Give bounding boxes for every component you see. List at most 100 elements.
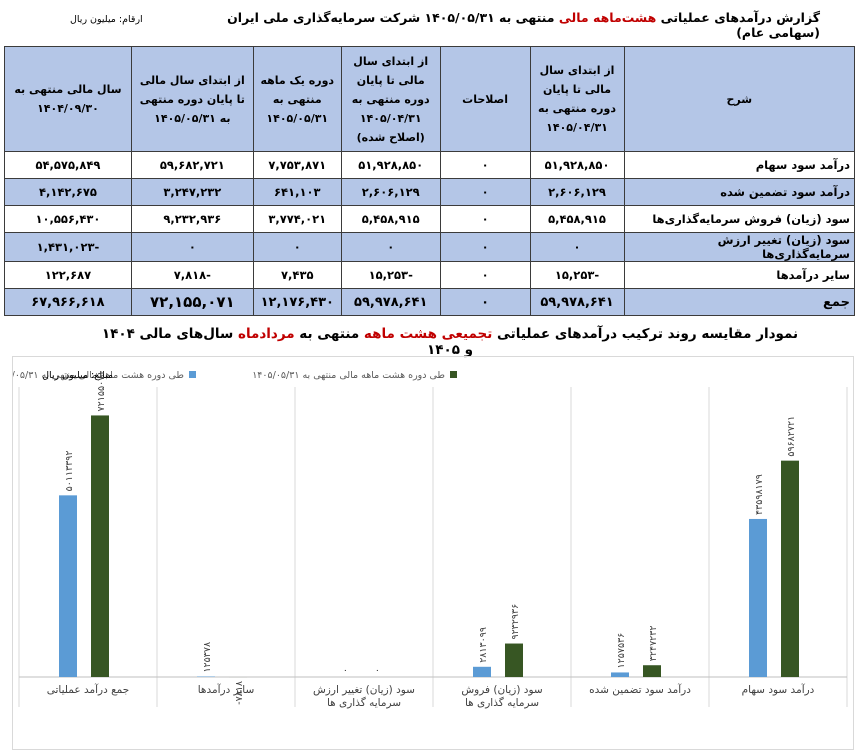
table-header-row: شرح از ابتدای سال مالی تا پایان دوره منت… <box>4 46 855 152</box>
cell: ۰ <box>439 288 531 316</box>
cell: ۱۲,۱۷۶,۴۳۰ <box>252 288 342 316</box>
data-label: -۷۸۱۸ <box>234 681 245 705</box>
legend-label-1405: طی دوره هشت ماهه مالی منتهی به ۱۴۰۵/۰۵/۳… <box>252 370 445 381</box>
row-label: جمع <box>623 288 855 316</box>
chart-area: طی دوره هشت ماهه مالی منتهی به ۱۴۰۵/۰۵/۳… <box>0 356 854 750</box>
cell: -۱۵,۲۵۳ <box>340 261 441 289</box>
cell: ۰ <box>439 232 531 262</box>
row-label: سود (زیان) فروش سرمایه‌گذاری‌ها <box>623 205 855 233</box>
data-label: ۹۲۳۲۹۳۶ <box>510 604 521 640</box>
table-row: درآمد سود سهام ۵۱,۹۲۸,۸۵۰ ۰ ۵۱,۹۲۸,۸۵۰ ۷… <box>4 151 855 179</box>
cell: ۳,۷۷۴,۰۲۱ <box>252 205 342 233</box>
legend-label-1404: طی دوره هشت ماهه مالی منتهی به ۱۴۰۴/۰۵/۳… <box>13 370 184 381</box>
cell: ۰ <box>340 232 441 262</box>
chart-title-text-2: منتهی به <box>294 326 364 342</box>
row-label: درآمد سود سهام <box>623 151 855 179</box>
category-label: سود (زیان) فروش <box>461 684 542 696</box>
header-year-1404-09: سال مالی منتهی به ۱۴۰۴/۰۹/۳۰ <box>4 46 132 152</box>
cell: ۲,۶۰۶,۱۲۹ <box>340 178 441 206</box>
report-title-text: گزارش درآمدهای عملیاتی <box>656 10 820 25</box>
header-ytd-1405-05: از ابتدای سال مالی تا پایان دوره منتهی ب… <box>130 46 254 152</box>
cell: ۵۱,۹۲۸,۸۵۰ <box>340 151 441 179</box>
table-total-row: جمع ۵۹,۹۷۸,۶۴۱ ۰ ۵۹,۹۷۸,۶۴۱ ۱۲,۱۷۶,۴۳۰ ۷… <box>4 288 855 316</box>
data-label: ۷۲۱۵۵۰۷۱ <box>96 371 107 412</box>
income-table: شرح از ابتدای سال مالی تا پایان دوره منت… <box>4 46 855 316</box>
chart-unit-label: مبالغ: میلیون ریال <box>42 370 113 381</box>
data-label: ۵۰۱۱۳۳۹۲ <box>64 451 75 492</box>
category-label: سایر درآمدها <box>198 683 255 696</box>
category-label: درآمد سود سهام <box>742 683 815 696</box>
header-adjustments: اصلاحات <box>439 46 531 152</box>
report-title-text-2: منتهی به ۱۴۰۵/۰۵/۳۱ شرکت سرمایه‌گذاری مل… <box>227 10 820 40</box>
cell: ۷,۴۳۵ <box>252 261 342 289</box>
row-label: سود (زیان) تغییر ارزش سرمایه‌گذاری‌ها <box>623 232 855 262</box>
cell: -۱۵,۲۵۳ <box>529 261 625 289</box>
chart-title: نمودار مقایسه روند ترکیب درآمدهای عملیات… <box>100 326 800 358</box>
chart-title-highlight-2: مردادماه <box>237 326 295 342</box>
cell: ۰ <box>439 205 531 233</box>
data-label: ۲۸۱۳۰۹۹ <box>478 627 489 663</box>
data-label: ۰ <box>340 668 351 673</box>
category-label: سود (زیان) تغییر ارزش <box>313 684 415 696</box>
bar <box>505 643 523 677</box>
cell: ۱۲۲,۶۸۷ <box>4 261 132 289</box>
cell: ۵۹,۶۸۲,۷۲۱ <box>130 151 254 179</box>
cell: ۳,۲۴۷,۲۳۲ <box>130 178 254 206</box>
cell: ۱۰,۵۵۶,۴۳۰ <box>4 205 132 233</box>
bar-chart: طی دوره هشت ماهه مالی منتهی به ۱۴۰۵/۰۵/۳… <box>0 370 848 709</box>
cell: ۷۲,۱۵۵,۰۷۱ <box>130 288 254 316</box>
cell: ۰ <box>439 151 531 179</box>
header-ytd-1405-04-adjusted: از ابتدای سال مالی تا پایان دوره منتهی ب… <box>340 46 441 152</box>
row-label: سایر درآمدها <box>623 261 855 289</box>
cell: ۷,۷۵۳,۸۷۱ <box>252 151 342 179</box>
row-label: درآمد سود تضمین شده <box>623 178 855 206</box>
cell: ۴,۱۴۲,۶۷۵ <box>4 178 132 206</box>
cell: ۰ <box>252 232 342 262</box>
cell: ۵,۴۵۸,۹۱۵ <box>529 205 625 233</box>
data-label: ۴۳۵۹۸۱۷۹ <box>754 474 765 515</box>
legend-swatch-1405 <box>450 371 457 378</box>
category-label: سرمایه گذاری ها <box>465 696 539 709</box>
report-title: گزارش درآمدهای عملیاتی هشت‌ماهه مالی منت… <box>180 10 820 40</box>
report-title-highlight: هشت‌ماهه مالی <box>558 10 657 25</box>
data-label: ۰ <box>372 668 383 673</box>
cell: ۵,۴۵۸,۹۱۵ <box>340 205 441 233</box>
cell: -۱,۴۳۱,۰۲۳ <box>4 232 132 262</box>
cell: ۵۱,۹۲۸,۸۵۰ <box>529 151 625 179</box>
category-label: جمع درآمد عملیاتی <box>47 683 129 696</box>
table-row: سایر درآمدها -۱۵,۲۵۳ ۰ -۱۵,۲۵۳ ۷,۴۳۵ -۷,… <box>4 261 855 289</box>
data-label: ۵۹۶۸۲۷۲۱ <box>786 416 797 457</box>
bar <box>611 672 629 677</box>
cell: ۰ <box>439 178 531 206</box>
table-row: سود (زیان) تغییر ارزش سرمایه‌گذاری‌ها ۰ … <box>4 232 855 262</box>
bar <box>59 495 77 677</box>
cell: ۶۷,۹۶۶,۶۱۸ <box>4 288 132 316</box>
data-label: ۱۲۵۳۷۸ <box>202 642 213 673</box>
table-row: سود (زیان) فروش سرمایه‌گذاری‌ها ۵,۴۵۸,۹۱… <box>4 205 855 233</box>
cell: ۵۴,۵۷۵,۸۴۹ <box>4 151 132 179</box>
legend-swatch-1404 <box>189 371 196 378</box>
cell: ۵۹,۹۷۸,۶۴۱ <box>529 288 625 316</box>
data-label: ۱۲۵۷۵۳۶ <box>616 633 627 669</box>
header-ytd-1405-04: از ابتدای سال مالی تا پایان دوره منتهی ب… <box>529 46 625 152</box>
cell: -۷,۸۱۸ <box>130 261 254 289</box>
chart-title-highlight: تجمیعی هشت ماهه <box>363 326 493 342</box>
bar <box>643 665 661 677</box>
cell: ۶۴۱,۱۰۳ <box>252 178 342 206</box>
header-month-1405-05: دوره یک ماهه منتهی به ۱۴۰۵/۰۵/۳۱ <box>252 46 342 152</box>
chart-title-text-3: سال‌های مالی ۱۴۰۴ و ۱۴۰۵ <box>101 326 474 358</box>
cell: ۰ <box>130 232 254 262</box>
table-row: درآمد سود تضمین شده ۲,۶۰۶,۱۲۹ ۰ ۲,۶۰۶,۱۲… <box>4 178 855 206</box>
cell: ۰ <box>529 232 625 262</box>
unit-label: ارقام: میلیون ریال <box>70 14 143 25</box>
chart-legend: طی دوره هشت ماهه مالی منتهی به ۱۴۰۵/۰۵/۳… <box>0 370 457 381</box>
data-label: ۳۲۴۷۲۳۲ <box>648 626 659 662</box>
bar <box>749 518 767 677</box>
bar <box>781 460 799 677</box>
header-description: شرح <box>623 46 855 152</box>
cell: ۲,۶۰۶,۱۲۹ <box>529 178 625 206</box>
plot-area: ۵۰۱۱۳۳۹۲ ۷۲۱۵۵۰۷۱ جمع درآمد عملیاتی ۱۲۵۳۷۸ -… <box>18 371 848 709</box>
bar <box>91 415 109 677</box>
category-label: سرمایه گذاری ها <box>327 696 401 709</box>
cell: ۵۹,۹۷۸,۶۴۱ <box>340 288 441 316</box>
